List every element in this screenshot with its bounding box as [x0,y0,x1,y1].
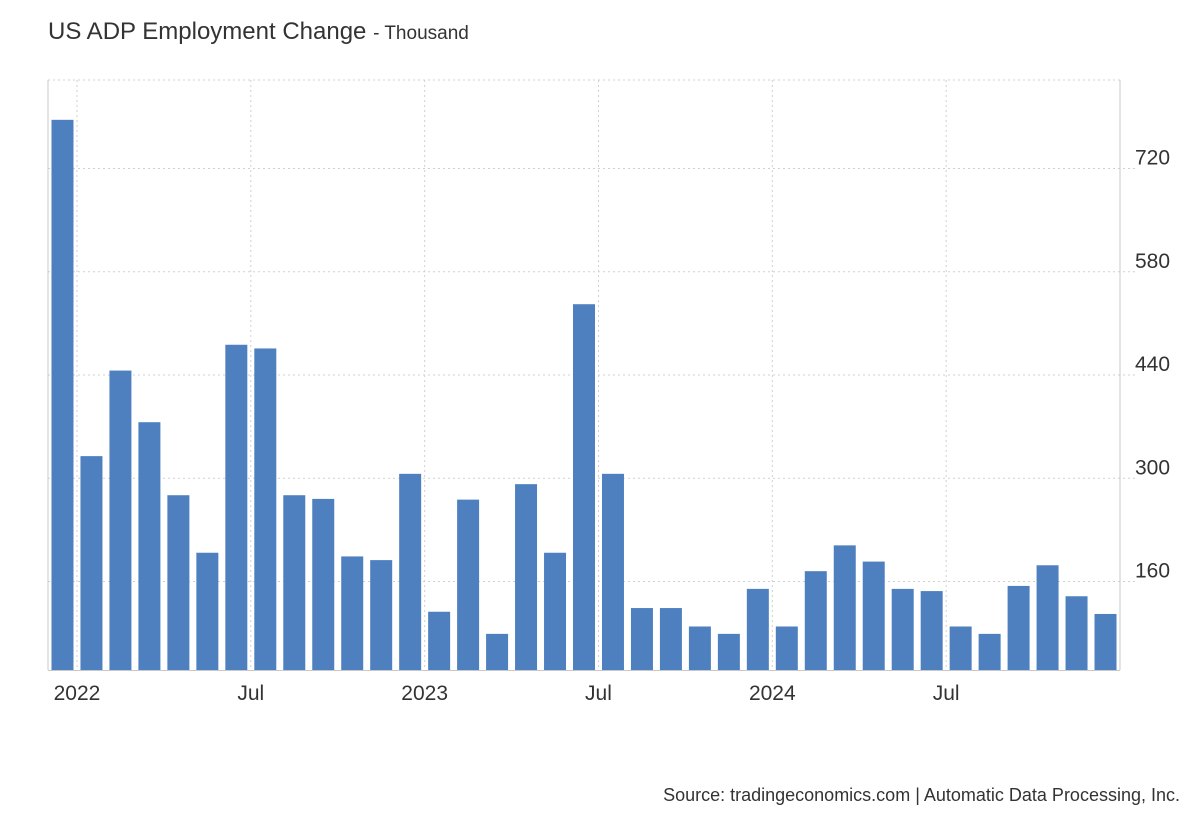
bar [630,608,653,670]
x-tick-label: Jul [585,682,612,705]
bar [978,633,1001,670]
bar [399,473,422,670]
bar [80,456,103,670]
bar [167,495,190,670]
x-tick-label: Jul [237,682,264,705]
bar [573,304,595,670]
y-tick-label: 300 [1135,456,1170,479]
bar [138,422,161,670]
y-tick-label: 160 [1135,560,1170,583]
bar [659,608,682,670]
bar [341,556,364,670]
bar [1036,565,1059,670]
y-tick-label: 580 [1135,250,1170,273]
bar [862,561,885,670]
bar [775,626,798,670]
bar [51,119,74,670]
bar [891,588,914,670]
bar [515,484,538,670]
x-tick-label: 2022 [54,682,101,705]
bar [486,633,509,670]
source-note: Source: tradingeconomics.com | Automatic… [663,785,1180,805]
bar [717,633,740,670]
y-tick-label: 720 [1135,147,1170,170]
bar [949,626,972,670]
chart-unit: - Thousand [373,23,469,44]
bar [428,611,451,670]
bar [1007,585,1030,670]
bar [804,571,827,670]
bar [601,473,624,670]
chart-title-text: US ADP Employment Change [48,18,367,45]
bar [457,499,480,670]
bar [1094,613,1117,670]
y-tick-label: 440 [1135,353,1170,376]
bar [746,588,769,670]
bar [544,552,567,670]
chart-title: US ADP Employment Change - Thousand [48,18,469,46]
bar [283,495,306,670]
x-tick-label: 2023 [401,682,448,705]
bar [833,545,856,670]
bar [109,370,132,670]
bar [225,344,248,670]
bar [1065,596,1088,670]
x-tick-label: 2024 [749,682,796,705]
bar [920,591,943,670]
bar [688,626,711,670]
bar [196,552,219,670]
bar [254,348,277,670]
bar [312,498,335,670]
x-tick-label: Jul [933,682,960,705]
bar [370,560,393,670]
